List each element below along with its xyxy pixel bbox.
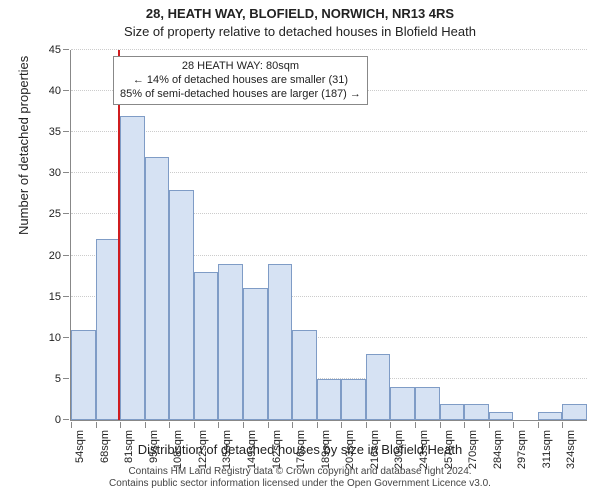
y-tick-label: 30: [49, 167, 61, 179]
gridline: [71, 49, 587, 50]
footer-line-2: Contains public sector information licen…: [0, 478, 600, 490]
gridline: [71, 131, 587, 132]
histogram-bar: [120, 116, 145, 420]
x-tick: [169, 422, 170, 428]
x-tick: [341, 422, 342, 428]
y-tick-label: 15: [49, 291, 61, 303]
x-axis-label: Distribution of detached houses by size …: [0, 442, 600, 457]
y-axis-label: Number of detached properties: [16, 56, 31, 235]
y-tick: [63, 419, 69, 420]
x-tick: [268, 422, 269, 428]
y-tick-label: 20: [49, 250, 61, 262]
histogram-bar: [464, 404, 489, 420]
x-tick: [440, 422, 441, 428]
y-tick-label: 0: [55, 414, 61, 426]
histogram-bar: [169, 190, 194, 420]
histogram-bar: [489, 412, 514, 420]
x-tick: [464, 422, 465, 428]
y-tick-label: 45: [49, 44, 61, 56]
x-tick: [145, 422, 146, 428]
x-tick: [71, 422, 72, 428]
histogram-bar: [366, 354, 391, 420]
x-tick: [243, 422, 244, 428]
annotation-box: 28 HEATH WAY: 80sqm← 14% of detached hou…: [113, 56, 368, 105]
y-tick-label: 10: [49, 332, 61, 344]
y-tick-label: 35: [49, 126, 61, 138]
x-tick: [366, 422, 367, 428]
annotation-line-3: 85% of semi-detached houses are larger (…: [120, 88, 361, 102]
histogram-bar: [562, 404, 587, 420]
histogram-bar: [243, 288, 268, 420]
y-tick: [63, 296, 69, 297]
x-tick: [513, 422, 514, 428]
histogram-bar: [218, 264, 243, 420]
x-tick: [194, 422, 195, 428]
histogram-bar: [317, 379, 342, 420]
histogram-bar: [96, 239, 121, 420]
x-tick: [415, 422, 416, 428]
y-tick: [63, 49, 69, 50]
histogram-bar: [194, 272, 219, 420]
footer-attribution: Contains HM Land Registry data © Crown c…: [0, 466, 600, 490]
histogram-bar: [71, 330, 96, 420]
annotation-line-2: ← 14% of detached houses are smaller (31…: [120, 74, 361, 88]
y-tick-label: 25: [49, 208, 61, 220]
chart-plot-area: 05101520253035404554sqm68sqm81sqm95sqm10…: [70, 50, 587, 421]
x-tick: [489, 422, 490, 428]
y-tick: [63, 337, 69, 338]
x-tick: [96, 422, 97, 428]
y-tick: [63, 172, 69, 173]
y-tick: [63, 213, 69, 214]
x-tick: [317, 422, 318, 428]
x-tick: [562, 422, 563, 428]
x-tick: [538, 422, 539, 428]
histogram-bar: [538, 412, 563, 420]
y-tick-label: 5: [55, 373, 61, 385]
histogram-bar: [390, 387, 415, 420]
y-tick-label: 40: [49, 85, 61, 97]
histogram-bar: [341, 379, 366, 420]
y-tick: [63, 90, 69, 91]
x-tick: [292, 422, 293, 428]
y-tick: [63, 131, 69, 132]
x-tick: [390, 422, 391, 428]
histogram-bar: [145, 157, 170, 420]
x-tick: [218, 422, 219, 428]
y-tick: [63, 255, 69, 256]
histogram-bar: [292, 330, 317, 420]
histogram-bar: [415, 387, 440, 420]
histogram-bar: [268, 264, 293, 420]
y-tick: [63, 378, 69, 379]
footer-line-1: Contains HM Land Registry data © Crown c…: [0, 466, 600, 478]
histogram-bar: [440, 404, 465, 420]
chart-title: 28, HEATH WAY, BLOFIELD, NORWICH, NR13 4…: [0, 6, 600, 21]
chart-subtitle: Size of property relative to detached ho…: [0, 24, 600, 39]
annotation-line-1: 28 HEATH WAY: 80sqm: [120, 60, 361, 74]
x-tick: [120, 422, 121, 428]
reference-line: [118, 50, 120, 420]
